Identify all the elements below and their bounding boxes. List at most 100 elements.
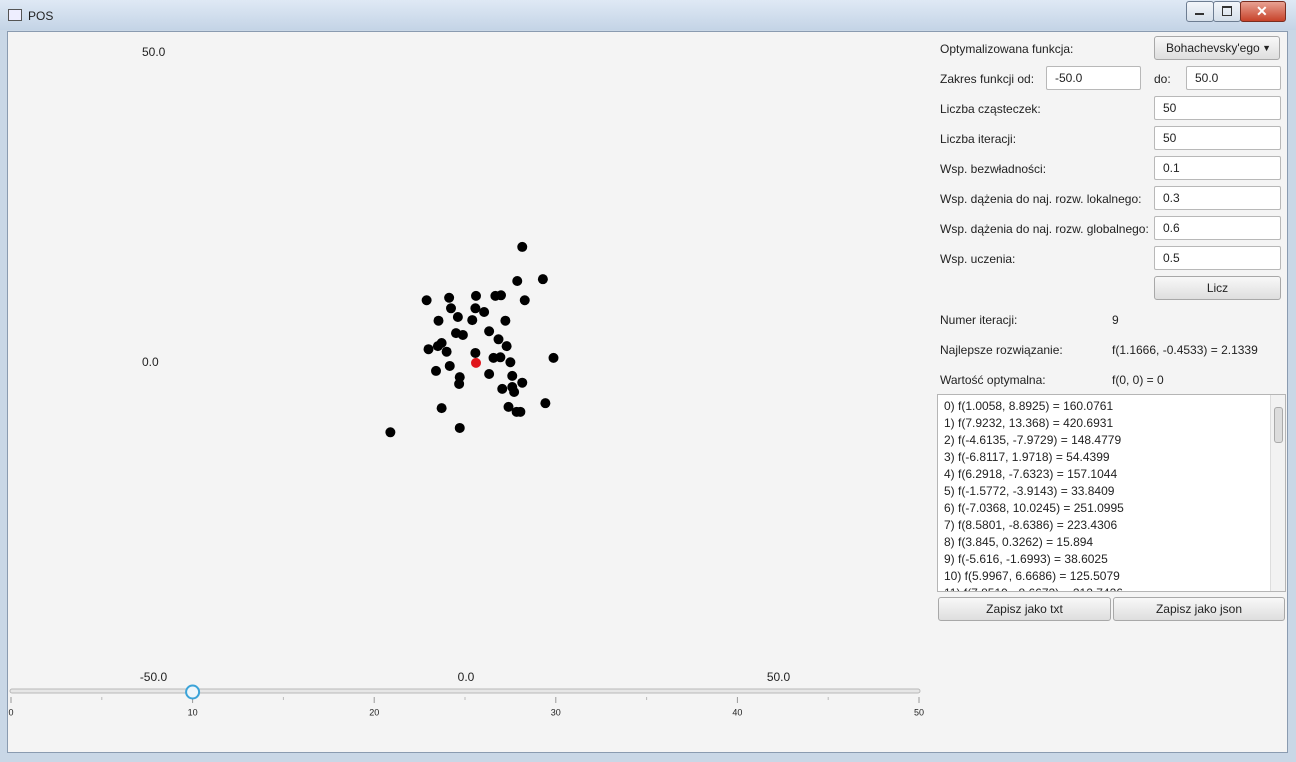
particle (433, 315, 444, 326)
particle (512, 276, 523, 287)
particle (540, 398, 551, 409)
x-axis-label: -50.0 (140, 670, 168, 684)
field-label: Liczba iteracji: (940, 132, 1017, 146)
slider-tick-label: 10 (188, 707, 198, 717)
field-input[interactable]: 50 (1154, 96, 1281, 120)
particle (421, 295, 432, 306)
particle (444, 292, 455, 303)
particle (497, 383, 508, 394)
result-label: Wartość optymalna: (940, 373, 1046, 387)
particle (423, 344, 434, 355)
log-entry: 5) f(-1.5772, -3.9143) = 33.8409 (944, 484, 1115, 498)
result-value: f(1.1666, -0.4533) = 2.1339 (1112, 343, 1258, 357)
field-input[interactable]: 0.1 (1154, 156, 1281, 180)
particle (515, 406, 526, 417)
function-label: Optymalizowana funkcja: (940, 42, 1074, 56)
particle (457, 329, 468, 340)
function-dropdown[interactable]: Bohachevsky'ego ▼ (1154, 36, 1280, 60)
field-input[interactable]: 0.3 (1154, 186, 1281, 210)
particle (517, 241, 528, 252)
dropdown-arrow: ▼ (1262, 43, 1271, 53)
particle (446, 303, 456, 314)
dropdown-value: Bohachevsky'ego (1166, 41, 1260, 55)
result-value: 9 (1112, 313, 1119, 327)
app-icon (8, 9, 22, 21)
particle (467, 315, 478, 326)
particle (548, 352, 559, 363)
particle (501, 341, 512, 352)
range-label: Zakres funkcji od: (940, 72, 1035, 86)
field-input[interactable]: 50 (1154, 126, 1281, 150)
range-to-label: do: (1154, 72, 1171, 86)
log-list: 0) f(1.0058, 8.8925) = 160.0761 1) f(7.92… (937, 394, 1286, 592)
log-entry: 3) f(-6.8117, 1.9718) = 54.4399 (944, 450, 1110, 464)
log-entry: 0) f(1.0058, 8.8925) = 160.0761 (944, 399, 1114, 413)
particle (454, 378, 465, 389)
slider-tick-label: 40 (732, 707, 742, 717)
particle (493, 334, 504, 345)
particle (431, 365, 441, 376)
slider-tick-label: 50 (914, 707, 924, 717)
slider-tick-label: 0 (8, 707, 13, 717)
particle (470, 347, 481, 358)
particle (503, 401, 514, 412)
slider-thumb[interactable] (185, 684, 201, 700)
content-area (7, 31, 1288, 753)
particle (505, 357, 516, 368)
particle (519, 295, 530, 306)
particle (470, 303, 481, 314)
log-entry: 9) f(-5.616, -1.6993) = 38.6025 (944, 552, 1108, 566)
best-particle (471, 357, 481, 368)
slider-track (9, 688, 921, 694)
save-txt-button[interactable]: Zapisz jako txt (938, 597, 1111, 621)
result-label: Najlepsze rozwiązanie: (940, 343, 1063, 357)
particle (385, 427, 396, 438)
log-entry: 7) f(8.5801, -8.6386) = 223.4306 (944, 518, 1118, 532)
log-entry: 8) f(3.845, 0.3262) = 15.894 (944, 535, 1094, 549)
result-value: f(0, 0) = 0 (1112, 373, 1164, 387)
particle (436, 403, 447, 414)
particle (484, 369, 495, 380)
log-entry: 4) f(6.2918, -7.6323) = 157.1044 (944, 467, 1118, 481)
particle (484, 326, 495, 337)
particle (496, 290, 506, 301)
particle (444, 360, 455, 371)
particle (517, 377, 528, 388)
y-axis-label: 0.0 (142, 355, 159, 369)
range-from-input[interactable]: -50.0 (1046, 66, 1141, 90)
save-json-button[interactable]: Zapisz jako json (1113, 597, 1285, 621)
log-entry: 1) f(7.9232, 13.368) = 420.6931 (944, 416, 1114, 430)
particle (537, 274, 548, 285)
title-bar: POS ✕ (0, 0, 1296, 30)
log-entry: 11) f(7.8519, -8.6672) = 212.7426 (944, 586, 1123, 591)
particle (432, 341, 443, 352)
close-button[interactable]: ✕ (1240, 1, 1286, 22)
particle (507, 370, 518, 381)
log-entry: 6) f(-7.0368, 10.0245) = 251.0995 (944, 501, 1124, 515)
field-label: Wsp. dążenia do naj. rozw. lokalnego: (940, 192, 1142, 206)
field-label: Wsp. uczenia: (940, 252, 1016, 266)
particle (454, 422, 465, 433)
scrollbar[interactable] (1270, 395, 1285, 591)
range-to-input[interactable]: 50.0 (1186, 66, 1281, 90)
field-label: Wsp. dążenia do naj. rozw. globalnego: (940, 222, 1149, 236)
field-input[interactable]: 0.5 (1154, 246, 1281, 270)
y-axis-label: 50.0 (142, 45, 166, 59)
minimize-button[interactable] (1186, 1, 1214, 22)
particle (500, 315, 511, 326)
particle (471, 290, 481, 301)
field-label: Liczba cząsteczek: (940, 102, 1041, 116)
particle (441, 346, 452, 357)
particle (452, 311, 463, 322)
x-axis-label: 50.0 (767, 670, 791, 684)
particle (479, 307, 490, 318)
plot-area: -50.0 0.0 50.0 50.0 0.0 0 10 20 30 40 50 (8, 45, 924, 717)
field-label: Wsp. bezwładności: (940, 162, 1047, 176)
particle (495, 352, 506, 363)
scrollbar-thumb[interactable] (1274, 407, 1283, 443)
field-input[interactable]: 0.6 (1154, 216, 1281, 240)
maximize-button[interactable] (1213, 1, 1241, 22)
compute-button[interactable]: Licz (1154, 276, 1281, 300)
particle (509, 387, 520, 397)
x-axis-label: 0.0 (458, 670, 475, 684)
